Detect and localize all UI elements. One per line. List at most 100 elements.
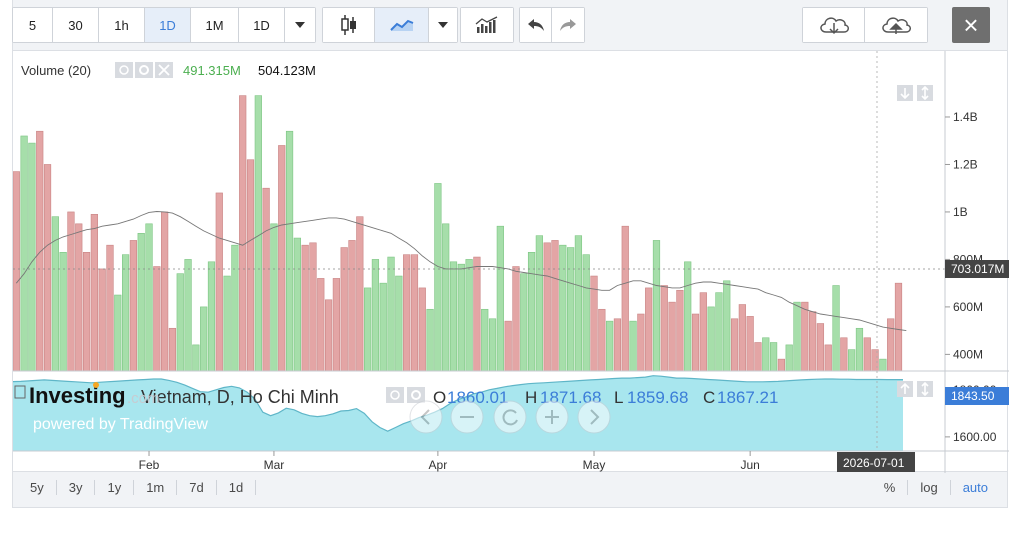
volume-bar [59, 252, 67, 372]
range-1d-button[interactable]: 1d [217, 479, 257, 495]
volume-bar [832, 285, 840, 372]
volume-bar [504, 320, 512, 372]
caret-down-icon [438, 22, 448, 28]
volume-bar [894, 282, 903, 372]
arrow-up-icon [900, 382, 910, 394]
candlestick-icon [340, 15, 356, 35]
save-chart-button[interactable] [865, 8, 927, 42]
volume-bar [738, 304, 746, 372]
volume-bar [176, 273, 184, 372]
collapse-legend-icon[interactable] [14, 385, 26, 399]
volume-bar [200, 306, 208, 372]
volume-pane-controls [897, 85, 933, 101]
volume-bar [824, 344, 832, 372]
volume-bar [239, 95, 247, 372]
symbol-title: Vietnam, D, Ho Chi Minh [141, 387, 339, 407]
price-legend-controls [386, 387, 425, 403]
volume-bar [20, 135, 28, 372]
close-button[interactable]: × [952, 7, 990, 43]
log-scale-button[interactable]: log [907, 479, 949, 495]
price-last-value-text: 1843.50 [951, 389, 995, 403]
volume-bar [43, 164, 52, 372]
volume-bar [301, 244, 309, 372]
auto-scale-button[interactable]: auto [949, 479, 1000, 495]
price-pane-controls [897, 381, 933, 397]
volume-bar [51, 216, 59, 372]
volume-bar [606, 320, 614, 372]
scroll-left-button[interactable] [409, 400, 443, 434]
range-5y-button[interactable]: 5y [12, 479, 57, 495]
volume-legend-controls [115, 62, 173, 78]
chart-type-dropdown-button[interactable] [429, 8, 457, 42]
chevron-right-icon [590, 409, 600, 425]
redo-button[interactable] [552, 8, 584, 42]
volume-bar [762, 337, 770, 372]
reset-button[interactable] [493, 400, 527, 434]
volume-bar [527, 252, 536, 372]
eye-icon-pupil [119, 65, 129, 75]
gear-icon[interactable] [407, 387, 425, 403]
volume-bar [137, 233, 145, 372]
volume-bar [684, 261, 692, 372]
volume-bar [207, 261, 216, 372]
percent-scale-button[interactable]: % [883, 479, 896, 495]
range-1y-button[interactable]: 1y [95, 479, 135, 495]
volume-bar [613, 318, 622, 372]
volume-bar [691, 313, 700, 372]
volume-bar [332, 278, 340, 372]
volume-value-green: 491.315M [183, 63, 241, 78]
undo-button[interactable] [520, 8, 552, 42]
volume-bar [12, 171, 20, 372]
volume-bar [801, 301, 809, 372]
price-last-value-badge [945, 387, 1009, 405]
range-3y-button[interactable]: 3y [57, 479, 96, 495]
interval-30-button[interactable]: 30 [53, 8, 99, 42]
volume-axis-label: 600M [953, 300, 983, 314]
range-1m-button[interactable]: 1m [134, 479, 178, 495]
volume-bar [769, 342, 778, 372]
range-bar: 5y 3y 1y 1m 7d 1d % log auto [12, 474, 1008, 500]
volume-last-value-badge [945, 260, 1009, 278]
indicators-group [460, 7, 514, 43]
candlestick-button[interactable] [323, 8, 375, 42]
ohlc-close-label: C [703, 388, 715, 407]
gear-icon[interactable] [135, 62, 153, 78]
time-axis-label: Feb [139, 458, 160, 472]
interval-5-button[interactable]: 5 [13, 8, 53, 42]
scroll-right-button[interactable] [577, 400, 611, 434]
volume-bar [840, 337, 848, 372]
interval-1d-alt-button[interactable]: 1D [239, 8, 285, 42]
volume-bar [371, 259, 380, 372]
time-axis-label: Mar [264, 458, 285, 472]
powered-by-text: powered by TradingView [33, 416, 208, 433]
interval-1d-button[interactable]: 1D [145, 8, 191, 42]
volume-bar [145, 223, 153, 372]
ohlc-close-value: 1867.21 [717, 388, 778, 407]
interval-1h-button[interactable]: 1h [99, 8, 145, 42]
volume-bar [153, 266, 161, 372]
range-7d-button[interactable]: 7d [177, 479, 217, 495]
ohlc-low-label: L [614, 388, 623, 407]
volume-bar [270, 223, 278, 372]
eye-icon[interactable] [115, 62, 133, 78]
area-chart-button[interactable] [375, 8, 429, 42]
interval-dropdown-button[interactable] [285, 8, 315, 42]
remove-icon-cross [158, 64, 170, 76]
redo-icon [560, 19, 576, 31]
eye-icon[interactable] [386, 387, 404, 403]
time-axis: Feb Mar Apr May Jun [139, 451, 760, 472]
undo-icon [527, 19, 544, 31]
line-chart-icon [389, 19, 413, 31]
volume-bar [809, 311, 817, 372]
volume-bar [574, 235, 583, 372]
load-chart-button[interactable] [803, 8, 865, 42]
cloud-download-icon [819, 17, 849, 35]
price-axis-label: 1600.00 [953, 430, 997, 444]
price-line [12, 375, 903, 432]
volume-bar [551, 240, 559, 372]
indicators-button[interactable] [461, 8, 513, 42]
interval-1m-button[interactable]: 1M [191, 8, 239, 42]
